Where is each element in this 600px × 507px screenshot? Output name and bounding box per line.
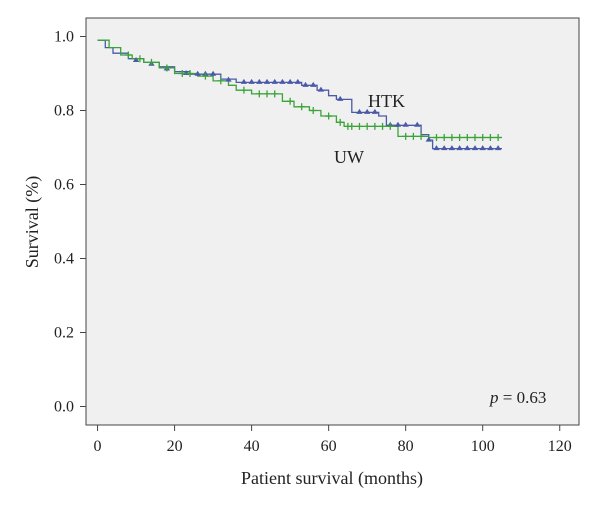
y-tick-label: 0.8 — [54, 103, 74, 120]
censor-marker-uw — [263, 90, 271, 98]
x-tick-label: 0 — [94, 438, 102, 455]
censor-markers — [124, 51, 502, 151]
x-axis: 0 20 40 60 80 100 120 — [94, 425, 572, 455]
p-value-annotation: p = 0.63 — [489, 388, 546, 407]
censor-marker-htk — [363, 108, 371, 114]
censor-marker-htk — [256, 78, 263, 84]
censor-marker-uw — [402, 132, 410, 140]
censor-marker-htk — [402, 121, 409, 127]
y-tick-label: 0.6 — [54, 177, 74, 194]
series-label-uw: UW — [334, 147, 364, 167]
censor-marker-uw — [271, 90, 279, 98]
censor-marker-uw — [379, 122, 387, 130]
censor-marker-uw — [136, 55, 144, 63]
y-tick-label: 0.0 — [54, 399, 74, 416]
censor-marker-htk — [294, 78, 302, 84]
censor-marker-uw — [371, 122, 379, 130]
censor-marker-uw — [336, 118, 344, 126]
censor-marker-uw — [479, 134, 487, 142]
censor-marker-uw — [440, 134, 448, 142]
censor-marker-htk — [433, 145, 440, 151]
y-tick-label: 0.4 — [54, 251, 74, 268]
censor-marker-uw — [240, 86, 248, 94]
plot-area — [85, 17, 580, 426]
p-value-symbol: p — [489, 388, 499, 407]
censor-marker-uw — [494, 134, 502, 142]
censor-marker-uw — [386, 122, 394, 130]
censor-marker-htk — [279, 78, 286, 84]
censor-marker-uw — [348, 122, 356, 130]
x-tick-label: 120 — [548, 438, 572, 455]
censor-marker-uw — [463, 134, 471, 142]
censor-marker-htk — [456, 145, 463, 151]
censor-marker-htk — [209, 70, 217, 76]
censor-marker-htk — [414, 121, 421, 127]
censor-marker-htk — [394, 121, 402, 127]
censor-marker-htk — [487, 145, 494, 151]
censor-marker-uw — [147, 58, 155, 66]
x-tick-label: 80 — [398, 438, 414, 455]
censor-marker-htk — [302, 81, 309, 87]
censor-marker-uw — [309, 107, 317, 114]
censor-marker-htk — [240, 78, 248, 84]
censor-marker-htk — [425, 136, 432, 142]
censor-marker-htk — [271, 78, 278, 84]
censor-marker-uw — [178, 70, 186, 77]
censor-marker-uw — [363, 122, 371, 130]
x-tick-label: 20 — [167, 438, 183, 455]
censor-marker-htk — [464, 145, 471, 151]
censor-marker-htk — [248, 78, 255, 84]
censor-marker-htk — [225, 76, 232, 82]
censor-marker-uw — [201, 72, 209, 80]
p-value-text: = 0.63 — [499, 388, 547, 407]
x-axis-title: Patient survival (months) — [241, 468, 423, 489]
censor-marker-uw — [409, 132, 417, 140]
censor-marker-htk — [471, 145, 479, 151]
censor-marker-uw — [471, 134, 479, 142]
censor-marker-uw — [355, 122, 363, 130]
censor-marker-htk — [371, 108, 379, 114]
censor-marker-htk — [132, 57, 140, 63]
x-tick-label: 60 — [321, 438, 337, 455]
censor-marker-uw — [486, 134, 494, 142]
censor-marker-htk — [194, 70, 201, 76]
censor-marker-htk — [440, 145, 448, 151]
y-tick-label: 1.0 — [54, 29, 74, 46]
censor-marker-uw — [432, 134, 440, 142]
x-tick-label: 40 — [244, 438, 260, 455]
censor-marker-uw — [163, 64, 171, 72]
censor-marker-htk — [263, 78, 271, 84]
censor-marker-uw — [186, 70, 194, 77]
censor-marker-htk — [286, 78, 294, 84]
x-tick-label: 100 — [471, 438, 495, 455]
y-axis: 0.0 0.2 0.4 0.6 0.8 1.0 — [54, 29, 86, 416]
censor-marker-uw — [456, 134, 464, 142]
censor-marker-htk — [317, 86, 325, 92]
y-tick-label: 0.2 — [54, 325, 74, 342]
censor-marker-htk — [356, 108, 363, 114]
censor-marker-htk — [337, 95, 344, 101]
censor-marker-uw — [325, 112, 333, 120]
censor-marker-uw — [217, 77, 225, 85]
censor-marker-htk — [448, 145, 456, 151]
censor-marker-uw — [255, 90, 263, 98]
censor-marker-htk — [479, 145, 486, 151]
censor-marker-uw — [298, 103, 306, 111]
y-axis-title: Survival (%) — [22, 176, 43, 268]
series-label-htk: HTK — [368, 91, 405, 111]
censor-marker-uw — [286, 97, 294, 105]
censor-marker-uw — [417, 132, 425, 140]
censor-marker-uw — [448, 134, 456, 142]
censor-marker-htk — [310, 81, 317, 87]
censor-marker-uw — [124, 51, 132, 59]
censor-marker-htk — [494, 145, 502, 151]
